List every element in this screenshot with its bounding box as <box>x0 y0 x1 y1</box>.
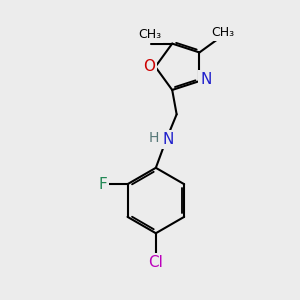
Text: O: O <box>143 59 155 74</box>
Text: Cl: Cl <box>148 255 163 270</box>
Text: N: N <box>162 132 173 147</box>
Text: F: F <box>98 177 107 192</box>
Text: N: N <box>200 72 212 87</box>
Text: CH₃: CH₃ <box>138 28 161 41</box>
Text: H: H <box>148 131 159 145</box>
Text: CH₃: CH₃ <box>211 26 234 39</box>
